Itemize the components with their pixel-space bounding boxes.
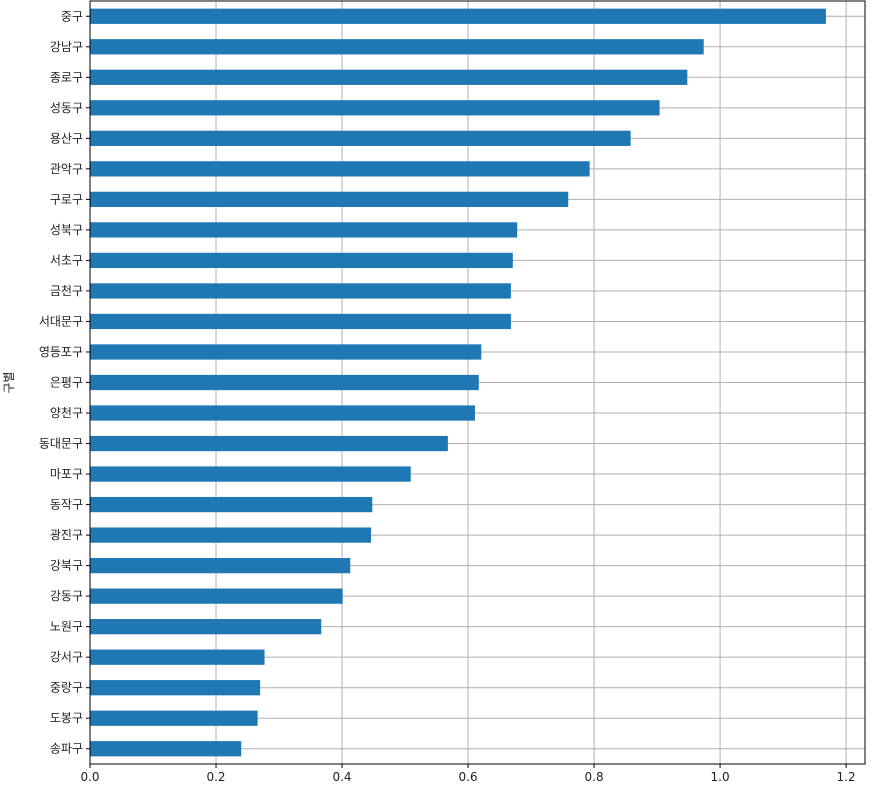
y-tick-label: 노원구	[50, 620, 83, 634]
x-tick-label: 1.2	[837, 770, 856, 784]
bar	[90, 619, 322, 635]
y-tick-label: 성북구	[50, 223, 83, 237]
bars	[90, 8, 826, 757]
x-tick-label: 0.6	[459, 770, 478, 784]
bar	[90, 374, 479, 391]
y-tick-label: 금천구	[50, 283, 83, 298]
bar	[90, 741, 242, 757]
bar	[90, 405, 475, 421]
y-tick-label: 서대문구	[39, 314, 83, 328]
y-tick-label: 영등포구	[39, 345, 83, 359]
bar	[90, 69, 688, 85]
bar	[90, 344, 482, 360]
x-axis-ticks: 0.0 0.2 0.4 0.6 0.8 1.0 1.2	[80, 764, 856, 784]
x-tick-label: 0.4	[332, 770, 351, 784]
bar	[90, 222, 518, 238]
bar	[90, 100, 660, 116]
bar	[90, 283, 511, 299]
y-tick-label: 강동구	[50, 589, 83, 603]
bar	[90, 466, 411, 482]
bar	[90, 588, 343, 604]
y-tick-label: 은평구	[50, 376, 83, 390]
y-tick-label: 서초구	[50, 253, 83, 267]
bar	[90, 191, 569, 208]
y-tick-label: 강남구	[50, 40, 83, 54]
y-tick-label: 광진구	[50, 528, 83, 542]
bar	[90, 435, 448, 452]
bar	[90, 557, 351, 574]
y-tick-label: 중랑구	[50, 681, 83, 695]
x-tick-label: 1.0	[711, 770, 730, 784]
y-tick-label: 도봉구	[50, 711, 83, 725]
x-tick-label: 0.8	[585, 770, 604, 784]
bar	[90, 313, 511, 330]
y-tick-label: 중구	[61, 9, 83, 23]
y-tick-label: 관악구	[50, 162, 83, 176]
y-tick-label: 성동구	[50, 101, 83, 115]
y-tick-label: 종로구	[50, 70, 83, 84]
bar	[90, 680, 261, 696]
bar	[90, 130, 631, 146]
y-tick-label: 양천구	[50, 405, 83, 420]
y-tick-label: 동대문구	[39, 437, 83, 451]
y-tick-label: 송파구	[50, 742, 83, 756]
y-tick-label: 강서구	[50, 650, 83, 664]
bar	[90, 252, 513, 269]
y-axis-label: 구별	[2, 371, 16, 393]
x-tick-label: 0.0	[80, 770, 99, 784]
bar	[90, 527, 372, 543]
y-tick-label: 마포구	[50, 467, 83, 481]
y-tick-label: 용산구	[50, 131, 83, 145]
bar	[90, 39, 704, 55]
bar	[90, 649, 265, 665]
x-tick-label: 0.2	[206, 770, 225, 784]
y-tick-label: 동작구	[50, 498, 83, 512]
y-axis-ticks: 중구강남구종로구성동구용산구관악구구로구성북구서초구금천구서대문구영등포구은평구…	[39, 9, 90, 756]
bar	[90, 161, 590, 177]
bar	[90, 8, 826, 24]
bar	[90, 710, 258, 726]
y-tick-label: 구로구	[50, 192, 83, 206]
y-tick-label: 강북구	[50, 559, 83, 573]
bar	[90, 496, 373, 513]
